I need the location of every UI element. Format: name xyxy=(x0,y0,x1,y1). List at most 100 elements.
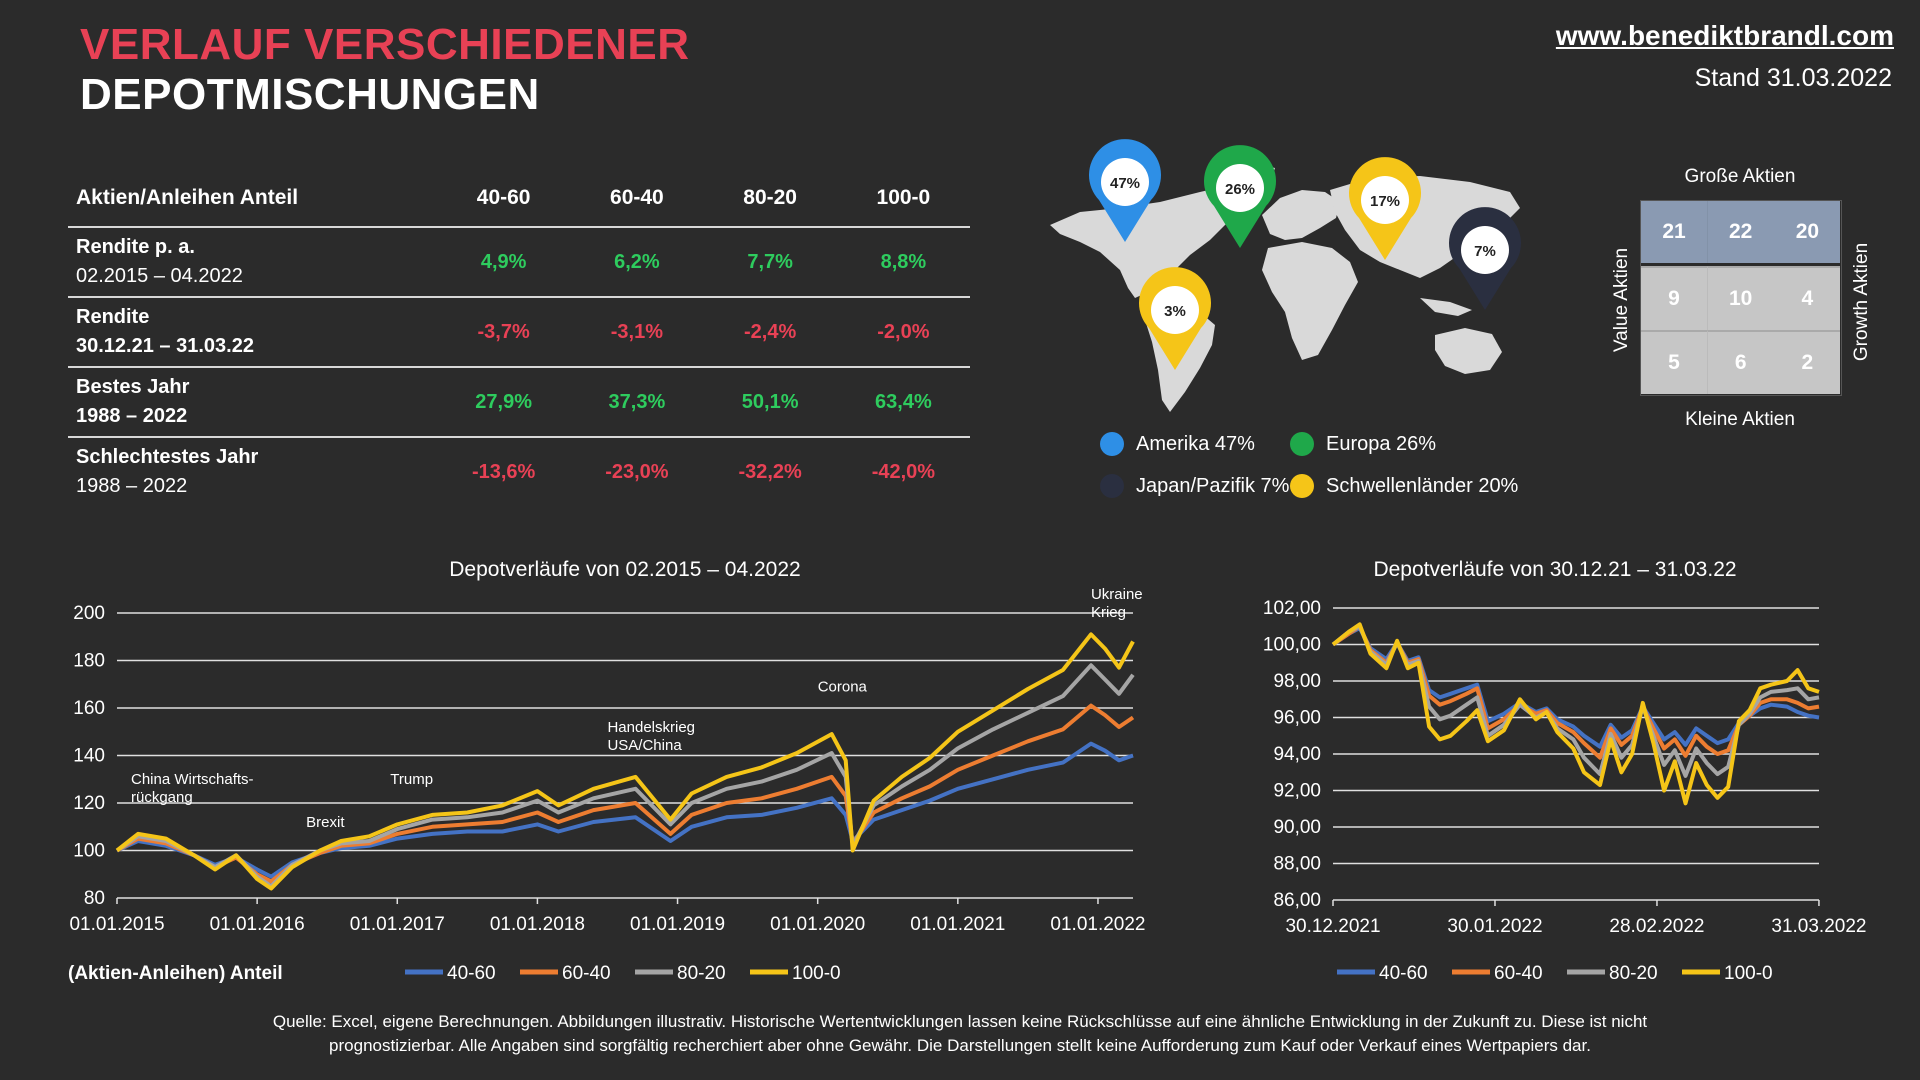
style-box-grid: 21 22 20 9 10 4 5 6 2 xyxy=(1640,200,1842,396)
x-tick-label: 01.01.2022 xyxy=(1050,914,1145,935)
chart-annotation: Brexit xyxy=(306,814,345,831)
y-tick-label: 96,00 xyxy=(1273,708,1321,729)
y-tick-label: 88,00 xyxy=(1273,854,1321,875)
chart-annotation: Ukraine xyxy=(1091,586,1143,603)
chart2-title: Depotverläufe von 30.12.21 – 31.03.22 xyxy=(1373,558,1737,581)
website-link[interactable]: www.benediktbrandl.com xyxy=(1555,20,1894,51)
table-cell: 37,3% xyxy=(570,367,704,438)
table-cell: 50,1% xyxy=(703,367,837,438)
map-legend-item: Europa 26% xyxy=(1290,432,1436,456)
chart-annotation: Handelskrieg xyxy=(607,719,695,736)
chart-annotation: China Wirtschafts- xyxy=(131,771,254,788)
footer-disclaimer: Quelle: Excel, eigene Berechnungen. Abbi… xyxy=(0,1010,1920,1058)
chart-annotation: Krieg xyxy=(1091,604,1126,621)
table-header-col: 100-0 xyxy=(836,170,970,228)
row-label-period: 30.12.21 – 31.03.22 xyxy=(76,335,254,357)
table-cell: 4,9% xyxy=(437,227,571,298)
series-line-100-0 xyxy=(115,632,1135,891)
performance-table: Aktien/Anleihen Anteil 40-60 60-40 80-20… xyxy=(68,170,970,506)
x-tick-label: 28.02.2022 xyxy=(1609,916,1704,937)
row-label-period: 02.2015 – 04.2022 xyxy=(76,265,243,287)
style-box-cell: 5 xyxy=(1641,330,1708,395)
table-row: Rendite 30.12.21 – 31.03.22 -3,7% -3,1% -2,4… xyxy=(68,297,970,368)
y-tick-label: 92,00 xyxy=(1273,781,1321,802)
legend-label: Japan/Pazifik 7% xyxy=(1136,474,1290,497)
footer-line-1: Quelle: Excel, eigene Berechnungen. Abbi… xyxy=(272,1012,1648,1031)
pin-inner-circle xyxy=(1216,164,1264,212)
table-row: Rendite p. a. 02.2015 – 04.2022 4,9% 6,2% 7,… xyxy=(68,227,970,298)
x-tick-label: 01.01.2017 xyxy=(350,914,445,935)
chart2-svg: 86,00 88,00 90,00 92,00 94,00 96,00 98,00 100,0… xyxy=(1263,598,1867,984)
row-label-title: Rendite xyxy=(76,306,150,328)
map-pin-marker: 3% xyxy=(1139,267,1211,370)
series-line-100-0 xyxy=(1331,622,1820,806)
legend-label: 60-40 xyxy=(562,963,611,984)
style-box-bottom-label: Kleine Aktien xyxy=(1685,409,1795,430)
table-header-col: 40-60 xyxy=(437,170,571,228)
legend-label: Europa 26% xyxy=(1326,432,1437,455)
row-label: Bestes Jahr 1988 – 2022 xyxy=(68,367,437,438)
title-line-1: VERLAUF VERSCHIEDENER xyxy=(80,20,690,69)
table-cell: -2,0% xyxy=(836,297,970,368)
y-tick-label: 100 xyxy=(73,841,105,862)
world-map: 47% 26% 17% 7% 3% xyxy=(1050,139,1521,412)
y-tick-label: 90,00 xyxy=(1273,817,1321,838)
style-box-left-label: Value Aktien xyxy=(1611,247,1632,353)
row-label-period: 1988 – 2022 xyxy=(76,475,188,497)
x-tick-label: 01.01.2016 xyxy=(210,914,305,935)
chart-annotation: USA/China xyxy=(607,737,682,754)
style-box-right-label: Growth Aktien xyxy=(1851,242,1872,362)
continent-australia xyxy=(1435,328,1502,374)
y-tick-label: 94,00 xyxy=(1273,744,1321,765)
y-tick-label: 98,00 xyxy=(1273,671,1321,692)
table-cell: -3,1% xyxy=(570,297,704,368)
table-cell: -23,0% xyxy=(605,460,669,483)
legend-label: 40-60 xyxy=(1379,963,1428,984)
table-cell: -42,0% xyxy=(871,460,936,483)
map-pin-marker: 17% xyxy=(1349,157,1421,260)
table-cell: -3,7% xyxy=(437,297,571,368)
style-box-cell: 2 xyxy=(1774,330,1841,395)
table-cell: 7,7% xyxy=(703,227,837,298)
table-cell: -2,4% xyxy=(703,297,837,368)
x-tick-label: 01.01.2015 xyxy=(69,914,164,935)
pin-label: 26% xyxy=(1225,181,1255,198)
pin-inner-circle xyxy=(1361,176,1409,224)
row-label-title: Bestes Jahr xyxy=(76,376,190,398)
title-line-2: DEPOTMISCHUNGEN xyxy=(80,70,540,119)
y-tick-label: 120 xyxy=(73,793,105,814)
table-cell: -32,2% xyxy=(738,460,802,483)
y-tick-label: 100,00 xyxy=(1263,635,1321,656)
row-label-period: 1988 – 2022 xyxy=(76,405,188,427)
continent-africa xyxy=(1262,242,1358,360)
table-header-col: 80-20 xyxy=(703,170,837,228)
table-cell: 27,9% xyxy=(437,367,571,438)
row-label: Rendite p. a. 02.2015 – 04.2022 xyxy=(68,227,437,298)
legend-label: 40-60 xyxy=(447,963,496,984)
legend-dot xyxy=(1100,432,1124,456)
series-line-40-60 xyxy=(1331,626,1820,749)
table-cell: 63,4% xyxy=(836,367,970,438)
chart-annotation: rückgang xyxy=(131,789,193,806)
pin-inner-circle xyxy=(1151,286,1199,334)
style-box-top-label: Große Aktien xyxy=(1684,166,1796,187)
row-label-title: Rendite p. a. xyxy=(76,236,195,258)
footer-line-2: prognostizierbar. Alle Angaben sind sorg… xyxy=(329,1036,1591,1055)
table-row: Bestes Jahr 1988 – 2022 27,9% 37,3% 50,1% 63,… xyxy=(68,367,970,438)
style-box-cell: 21 xyxy=(1641,201,1708,263)
series-line-80-20 xyxy=(115,663,1135,889)
chart-annotation: Corona xyxy=(818,678,868,695)
style-box-cell: 9 xyxy=(1641,265,1708,330)
chart1-title: Depotverläufe von 02.2015 – 04.2022 xyxy=(449,558,801,581)
legend-label: 100-0 xyxy=(1724,963,1773,984)
table-cell: -13,6% xyxy=(471,460,536,483)
pin-label: 7% xyxy=(1474,243,1496,260)
row-label: Schlechtestes Jahr 1988 – 2022 xyxy=(68,437,437,506)
pin-inner-circle xyxy=(1461,226,1509,274)
style-box-cell: 22 xyxy=(1707,201,1775,263)
style-box-cell: 4 xyxy=(1774,265,1841,330)
legend-label: Schwellenländer 20% xyxy=(1326,474,1519,497)
x-tick-label: 01.01.2019 xyxy=(630,914,725,935)
series-line-40-60 xyxy=(116,741,1134,879)
y-tick-label: 140 xyxy=(73,746,105,767)
